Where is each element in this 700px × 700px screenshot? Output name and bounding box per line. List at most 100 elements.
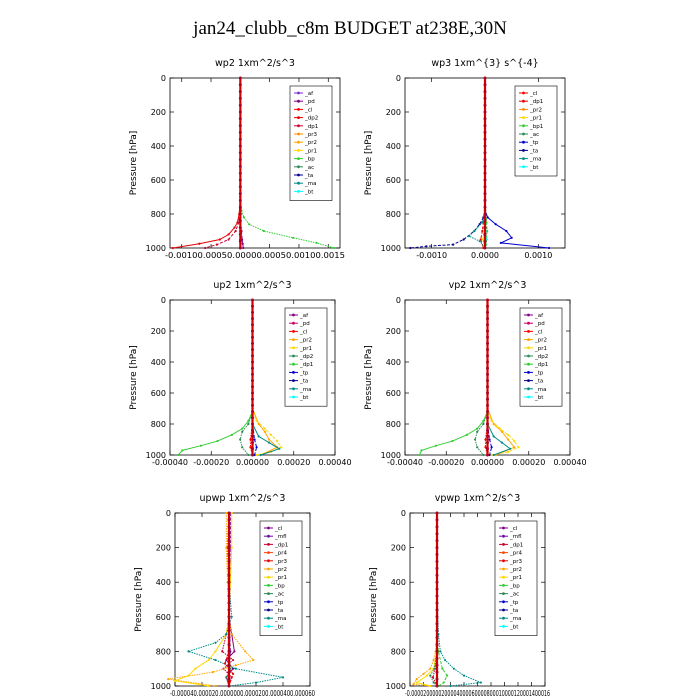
- data-point: [227, 238, 230, 241]
- legend-label: _ac: [509, 592, 519, 598]
- series-line: [168, 513, 255, 687]
- legend-marker: [527, 338, 530, 341]
- data-point: [241, 446, 244, 449]
- data-point: [207, 658, 210, 662]
- data-point: [432, 681, 435, 684]
- zero-profile-marker: [251, 317, 254, 321]
- legend-marker: [297, 132, 300, 136]
- data-point: [292, 236, 295, 239]
- legend-marker: [502, 616, 505, 620]
- data-point: [433, 667, 436, 670]
- data-point: [486, 216, 489, 219]
- zero-profile-marker: [251, 366, 254, 370]
- data-point: [451, 243, 455, 246]
- legend-label: _ac: [274, 592, 284, 598]
- legend-label: _pr1: [534, 346, 547, 352]
- zero-profile-marker: [483, 192, 487, 196]
- data-point: [177, 453, 180, 457]
- data-point: [490, 446, 493, 449]
- legend-label: _ac: [529, 132, 539, 138]
- series-line: [205, 78, 241, 249]
- legend-marker: [522, 108, 525, 111]
- zero-profile-marker: [251, 335, 254, 339]
- series-pr1: [251, 298, 283, 457]
- data-point: [484, 446, 487, 449]
- data-point: [225, 658, 228, 662]
- legend: _cl _mfl _dp1 _pr4 _pr3 _pr2 _pr1 _bp _ac _tp _ta _…: [494, 520, 538, 636]
- zero-profile-marker: [238, 103, 242, 107]
- zero-profile-marker: [486, 298, 489, 302]
- zero-profile-marker: [227, 559, 231, 563]
- zero-profile-marker: [435, 629, 439, 633]
- legend-label: _bt: [299, 395, 309, 401]
- data-point: [439, 650, 442, 653]
- y-tick-label: 800: [151, 420, 166, 429]
- legend-label: _pr1: [299, 346, 312, 352]
- zero-profile-marker: [251, 329, 254, 333]
- data-point: [198, 242, 201, 245]
- legend-label: _ma: [509, 616, 521, 622]
- data-point: [481, 238, 484, 241]
- y-tick-label: 0: [161, 296, 166, 305]
- legend: _af _pd _cl _pr2 _pr1 _dp2 _dp1 _tp _ta _ma _bt: [519, 307, 563, 407]
- data-point: [429, 667, 432, 670]
- data-point: [181, 449, 184, 452]
- data-point: [187, 650, 190, 653]
- x-tick-label: 0.00000: [471, 458, 504, 467]
- data-point: [230, 511, 233, 515]
- zero-profile-marker: [227, 594, 231, 598]
- data-point: [547, 246, 551, 250]
- data-point: [167, 677, 170, 681]
- y-axis-label: Pressure [hPa]: [129, 345, 139, 410]
- data-point: [476, 430, 479, 433]
- data-point: [211, 671, 214, 674]
- y-tick-label: 800: [386, 210, 401, 219]
- y-tick-label: 600: [386, 389, 401, 398]
- legend-label: _pr1: [529, 116, 542, 122]
- data-point: [278, 447, 281, 450]
- zero-profile-marker: [435, 649, 439, 653]
- zero-profile-marker: [238, 130, 242, 134]
- legend-label: _dp1: [534, 362, 548, 368]
- zero-profile-marker: [238, 117, 242, 121]
- zero-profile-marker: [227, 663, 231, 667]
- data-point: [269, 433, 273, 436]
- legend-label: _dp1: [529, 99, 543, 105]
- data-point: [263, 430, 266, 433]
- zero-profile-marker: [238, 232, 242, 236]
- legend-label: _ta: [509, 608, 518, 614]
- zero-profile-marker: [238, 96, 242, 100]
- zero-profile-marker: [227, 573, 231, 577]
- legend-marker: [267, 600, 270, 604]
- legend-marker: [267, 584, 270, 587]
- data-point: [249, 438, 252, 441]
- x-tick-label: 0.00020: [512, 458, 545, 467]
- zero-profile-marker: [251, 298, 254, 302]
- data-point: [225, 633, 228, 636]
- zero-profile-marker: [227, 511, 231, 515]
- data-point: [479, 681, 482, 684]
- legend-marker: [267, 592, 270, 595]
- legend-label: _tp: [299, 370, 309, 376]
- legend-marker: [522, 140, 525, 144]
- legend-label: _tp: [529, 140, 539, 146]
- legend-marker: [527, 387, 530, 391]
- series-line: [221, 512, 234, 687]
- data-point: [476, 446, 479, 449]
- data-point: [474, 438, 477, 441]
- legend-marker: [297, 108, 300, 111]
- legend-label: _ma: [299, 387, 311, 393]
- zero-profile-marker: [435, 677, 439, 681]
- legend-marker: [527, 346, 530, 350]
- data-point: [422, 672, 425, 675]
- legend-label: _bp: [274, 583, 285, 589]
- data-point: [221, 650, 224, 653]
- chart-title: vp2 1xm^2/s^3: [449, 280, 527, 291]
- legend-marker: [292, 379, 295, 382]
- legend-label: _dp2: [304, 116, 318, 122]
- series-dp2: [171, 76, 242, 250]
- legend-label: _pr3: [509, 559, 523, 565]
- legend-marker: [502, 608, 505, 612]
- zero-profile-marker: [238, 110, 242, 114]
- data-point: [253, 453, 256, 457]
